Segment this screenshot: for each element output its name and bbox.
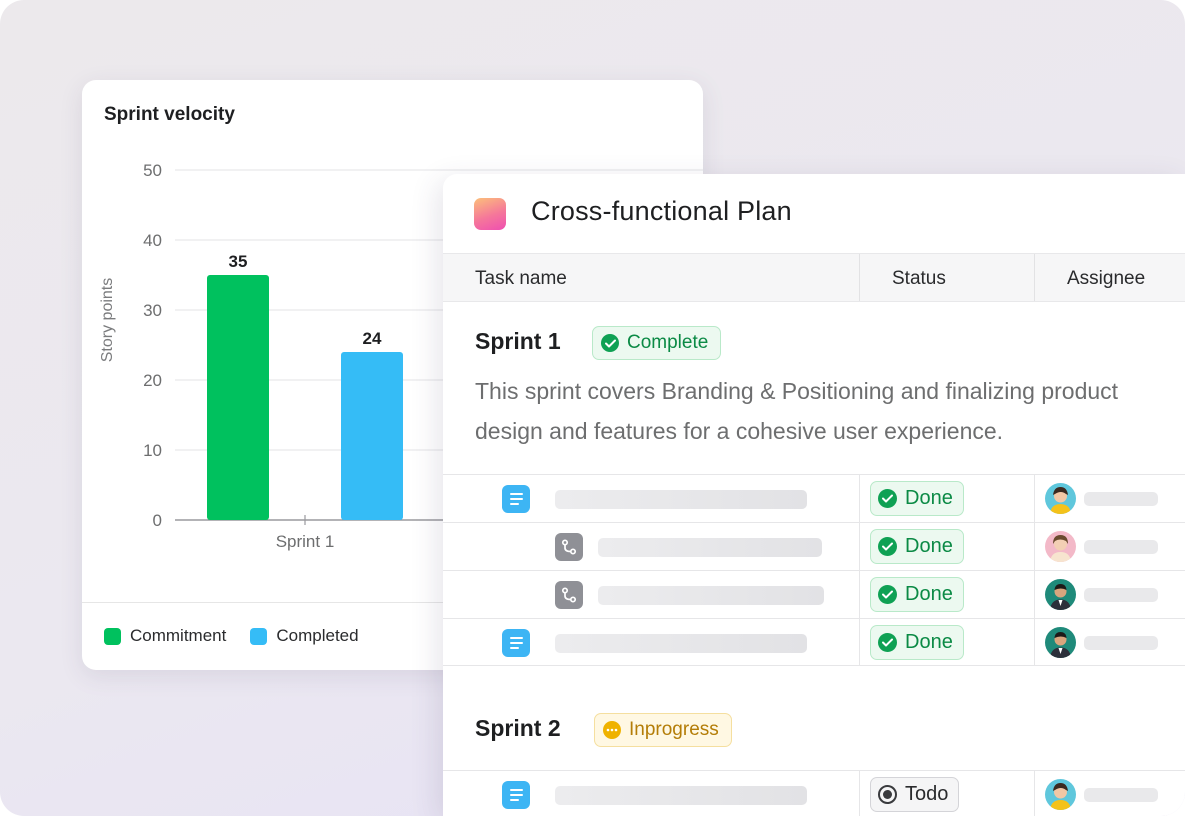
data-label: 35 xyxy=(229,252,248,271)
status-label: Todo xyxy=(905,783,949,805)
legend-label-completed: Completed xyxy=(276,626,359,645)
project-title: Cross-functional Plan xyxy=(531,196,792,226)
table-header: Task name Status Assignee xyxy=(443,253,1185,302)
status-badge-todo[interactable]: Todo xyxy=(870,777,960,812)
legend-item-completed: Completed xyxy=(250,626,359,646)
data-label: 24 xyxy=(363,329,382,348)
task-name-placeholder xyxy=(555,634,807,653)
cell-divider xyxy=(1034,571,1035,618)
y-tick-label: 30 xyxy=(143,301,162,320)
avatar[interactable] xyxy=(1045,779,1076,810)
document-icon xyxy=(502,485,530,513)
document-icon xyxy=(502,781,530,809)
section-badge-label: Complete xyxy=(627,332,709,353)
project-color-icon xyxy=(474,198,506,230)
table-row[interactable]: Done xyxy=(443,522,1185,570)
cell-divider xyxy=(859,571,860,618)
assignee-name-placeholder xyxy=(1084,788,1158,802)
table-row[interactable]: Done xyxy=(443,570,1185,618)
status-label: Done xyxy=(905,631,953,653)
subtask-icon xyxy=(555,533,583,561)
legend-label-commitment: Commitment xyxy=(130,626,227,645)
column-header-task-name[interactable]: Task name xyxy=(475,268,567,289)
table-row[interactable]: Done xyxy=(443,474,1185,522)
legend-swatch-completed xyxy=(250,627,268,645)
check-circle-icon xyxy=(601,334,619,352)
task-name-placeholder xyxy=(555,786,807,805)
avatar[interactable] xyxy=(1045,579,1076,610)
task-name-placeholder xyxy=(598,538,822,557)
section-badge-complete[interactable]: Complete xyxy=(592,326,722,360)
y-axis-title: Story points xyxy=(99,278,116,362)
column-divider xyxy=(1034,254,1035,301)
table-row[interactable]: Done xyxy=(443,618,1185,666)
column-header-assignee[interactable]: Assignee xyxy=(1067,268,1146,289)
chart-title: Sprint velocity xyxy=(104,104,235,125)
table-row[interactable]: Todo xyxy=(443,770,1185,816)
column-divider xyxy=(859,254,860,301)
section-title-sprint-2[interactable]: Sprint 2 xyxy=(475,715,561,741)
status-badge-done[interactable]: Done xyxy=(870,625,964,660)
legend-divider xyxy=(82,602,703,603)
status-badge-done[interactable]: Done xyxy=(870,529,964,564)
bar-completed xyxy=(341,352,403,520)
legend-swatch-commitment xyxy=(104,627,121,645)
avatar[interactable] xyxy=(1045,627,1076,658)
task-name-placeholder xyxy=(555,490,807,509)
cell-divider xyxy=(859,771,860,816)
status-badge-done[interactable]: Done xyxy=(870,481,964,516)
section-title-sprint-1[interactable]: Sprint 1 xyxy=(475,328,561,354)
subtask-icon xyxy=(555,581,583,609)
cell-divider xyxy=(859,619,860,665)
check-circle-icon xyxy=(878,585,897,604)
cell-divider xyxy=(1034,475,1035,522)
status-label: Done xyxy=(905,487,953,509)
document-icon xyxy=(502,629,530,657)
more-dots-icon xyxy=(603,721,621,739)
legend-item-commitment: Commitment xyxy=(104,626,226,646)
check-circle-icon xyxy=(878,489,897,508)
assignee-name-placeholder xyxy=(1084,540,1158,554)
project-plan-panel: Cross-functional Plan Task name Status A… xyxy=(443,174,1185,816)
cell-divider xyxy=(1034,771,1035,816)
cell-divider xyxy=(859,475,860,522)
section-badge-label: Inprogress xyxy=(629,719,719,740)
y-tick-label: 0 xyxy=(153,511,162,530)
assignee-name-placeholder xyxy=(1084,588,1158,602)
assignee-name-placeholder xyxy=(1084,636,1158,650)
section-description: This sprint covers Branding & Positionin… xyxy=(475,371,1185,451)
bar-commitment xyxy=(207,275,269,520)
check-circle-icon xyxy=(878,537,897,556)
status-badge-done[interactable]: Done xyxy=(870,577,964,612)
status-label: Done xyxy=(905,583,953,605)
column-header-status[interactable]: Status xyxy=(892,268,946,289)
assignee-name-placeholder xyxy=(1084,492,1158,506)
cell-divider xyxy=(1034,619,1035,665)
chart-legend: Commitment Completed xyxy=(104,626,359,646)
avatar[interactable] xyxy=(1045,483,1076,514)
y-tick-label: 50 xyxy=(143,161,162,180)
y-tick-label: 20 xyxy=(143,371,162,390)
radio-circle-icon xyxy=(878,785,897,804)
avatar[interactable] xyxy=(1045,531,1076,562)
y-tick-label: 10 xyxy=(143,441,162,460)
section-badge-inprogress[interactable]: Inprogress xyxy=(594,713,732,747)
y-tick-label: 40 xyxy=(143,231,162,250)
x-tick-label: Sprint 1 xyxy=(276,532,335,551)
description-line-1: This sprint covers Branding & Positionin… xyxy=(475,378,1119,404)
cell-divider xyxy=(859,523,860,570)
status-label: Done xyxy=(905,535,953,557)
description-line-2: design and features for a cohesive user … xyxy=(475,418,1004,444)
cell-divider xyxy=(1034,523,1035,570)
task-name-placeholder xyxy=(598,586,824,605)
check-circle-icon xyxy=(878,633,897,652)
